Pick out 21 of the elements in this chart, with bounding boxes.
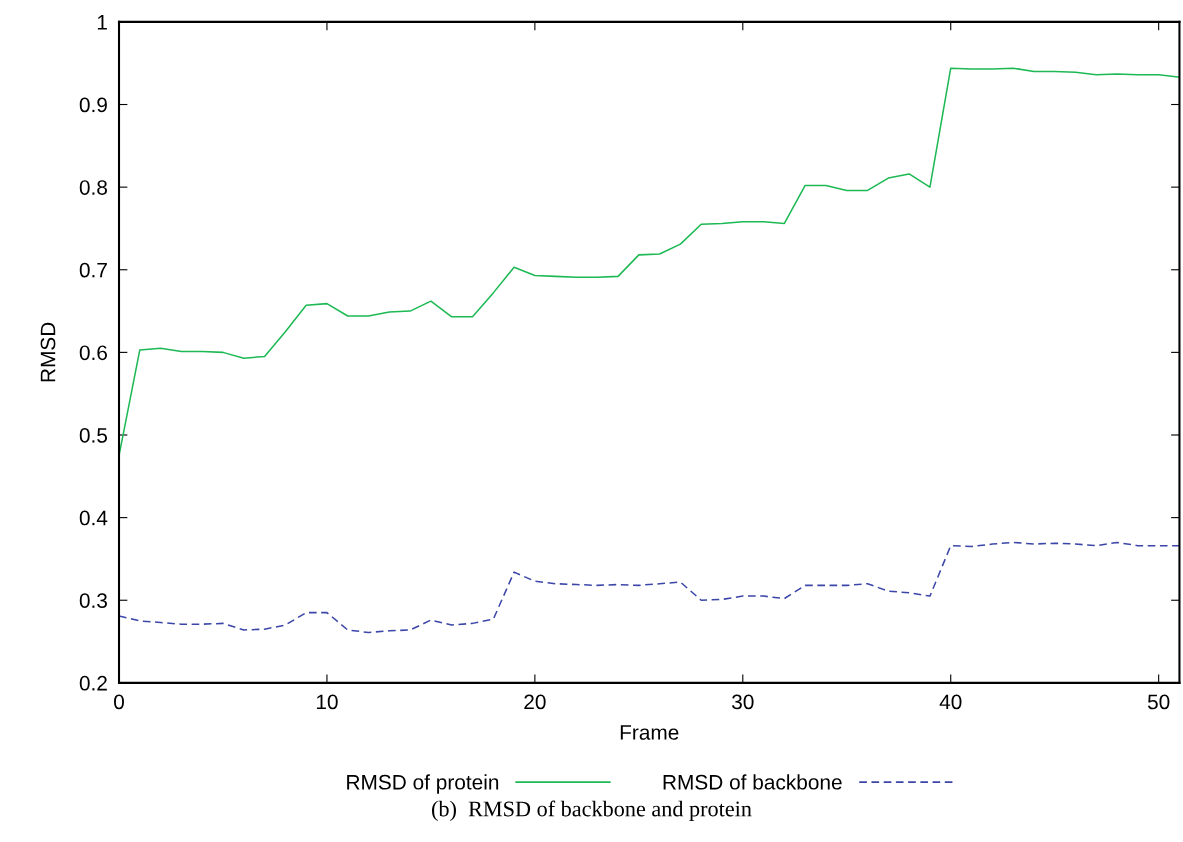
line-series bbox=[119, 541, 1180, 634]
x-tick-label: 0 bbox=[114, 694, 124, 710]
y-tick-label: 0.3 bbox=[79, 593, 107, 608]
y-tick-label: 0.5 bbox=[79, 428, 108, 443]
y-tick-label: 1 bbox=[97, 15, 107, 30]
y-tick-label: 0.6 bbox=[79, 345, 107, 361]
x-axis-title: Frame bbox=[620, 725, 679, 740]
legend-label: RMSD of protein bbox=[347, 774, 499, 794]
x-tick-label: 40 bbox=[939, 694, 962, 710]
y-tick-label: 0.9 bbox=[79, 97, 107, 113]
x-tick-label: 50 bbox=[1147, 694, 1170, 710]
y-tick-label: 0.8 bbox=[79, 180, 107, 195]
legend-label: RMSD of backbone bbox=[663, 774, 842, 790]
x-tick-label: 10 bbox=[316, 694, 338, 710]
y-axis-title: RMSD bbox=[40, 322, 56, 382]
y-tick-label: 0.2 bbox=[79, 675, 107, 691]
y-tick-label: 0.4 bbox=[79, 510, 108, 526]
x-tick-label: 30 bbox=[732, 694, 754, 710]
text: (b) RMSD of backbone and protein bbox=[432, 800, 752, 821]
y-tick-label: 0.7 bbox=[79, 262, 107, 278]
x-tick-label: 20 bbox=[524, 694, 546, 710]
